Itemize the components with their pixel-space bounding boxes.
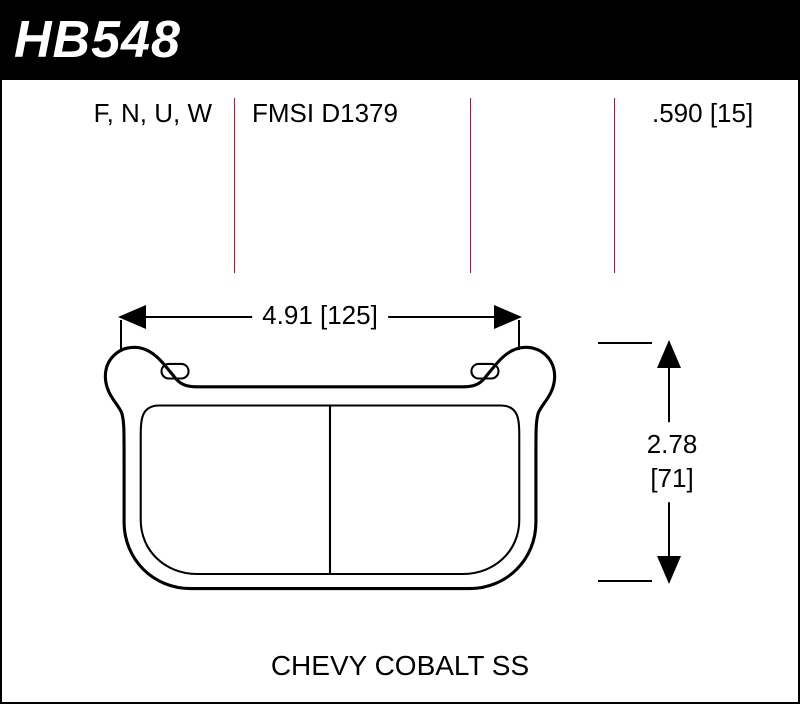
spec-thickness: .590 [15] [472,98,798,129]
brake-pad-drawing [70,340,590,600]
width-dimension: 4.91 [125] [120,296,520,336]
divider-line [614,98,615,273]
extension-line [598,580,652,582]
part-number: HB548 [14,10,786,70]
arrow-down-icon [657,556,681,584]
spec-row: F, N, U, W FMSI D1379 .590 [15] [2,80,798,280]
spec-compounds: F, N, U, W [2,98,232,129]
height-dimension: 2.78 [71] [648,342,688,582]
diagram-area: 4.91 [125] 2.78 [71] CHEVY COBALT SS [2,280,798,702]
divider-line [234,98,235,273]
width-value: 4.91 [125] [252,300,388,331]
header-bar: HB548 [0,0,800,80]
arrow-up-icon [657,340,681,368]
height-mm: [71] [650,463,693,493]
height-inch: 2.78 [647,429,698,459]
vehicle-label: CHEVY COBALT SS [2,650,798,682]
height-value: 2.78 [71] [642,422,702,502]
divider-line [470,98,471,273]
arrow-right-icon [494,305,522,329]
content-panel: F, N, U, W FMSI D1379 .590 [15] 4.91 [12… [0,80,800,704]
spec-fmsi: FMSI D1379 [232,98,472,129]
extension-line [598,342,652,344]
arrow-left-icon [118,305,146,329]
